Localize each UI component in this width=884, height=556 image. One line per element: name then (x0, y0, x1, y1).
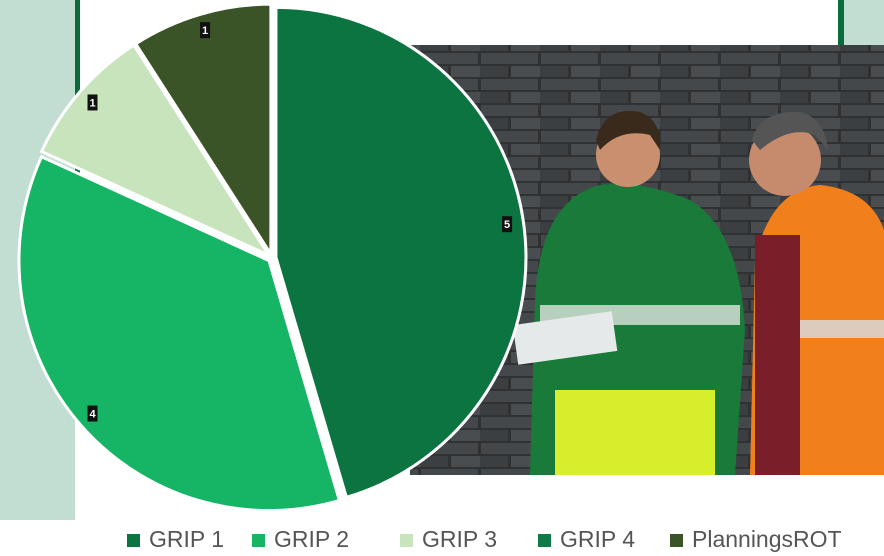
legend-swatch (670, 534, 683, 547)
value-label-box (502, 216, 513, 233)
legend-label: GRIP 4 (560, 526, 635, 552)
legend-swatch (252, 534, 265, 547)
side-panel (844, 0, 884, 45)
pie-slice (17, 154, 342, 513)
legend-label: PlanningsROT (692, 526, 842, 552)
legend-swatch (127, 534, 140, 547)
legend-swatch (400, 534, 413, 547)
pie-slice (39, 42, 274, 259)
value-label-box (200, 22, 211, 39)
value-label-box (87, 94, 98, 111)
value-label: 1 (89, 97, 95, 109)
legend: GRIP 1 GRIP 2 GRIP 3 GRIP 4 PlanningsROT (127, 526, 842, 552)
photo (410, 45, 884, 475)
legend-label: GRIP 2 (274, 526, 349, 552)
value-label: 5 (504, 219, 510, 231)
legend-label: GRIP 3 (422, 526, 497, 552)
pie-slice (133, 2, 273, 260)
legend-label: GRIP 1 (149, 526, 224, 552)
value-label: 1 (202, 25, 208, 37)
value-label: 4 (89, 408, 96, 420)
legend-swatch (538, 534, 551, 547)
pie-slice (274, 5, 528, 500)
pie: 5 4 1 1 (17, 2, 528, 513)
value-label-box (87, 405, 98, 422)
frame-line (838, 0, 844, 45)
